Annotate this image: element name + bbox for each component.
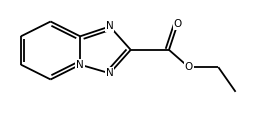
Text: N: N <box>106 68 114 78</box>
Text: O: O <box>185 62 193 72</box>
Text: O: O <box>174 19 182 29</box>
Text: N: N <box>106 21 114 31</box>
Text: N: N <box>76 60 84 70</box>
